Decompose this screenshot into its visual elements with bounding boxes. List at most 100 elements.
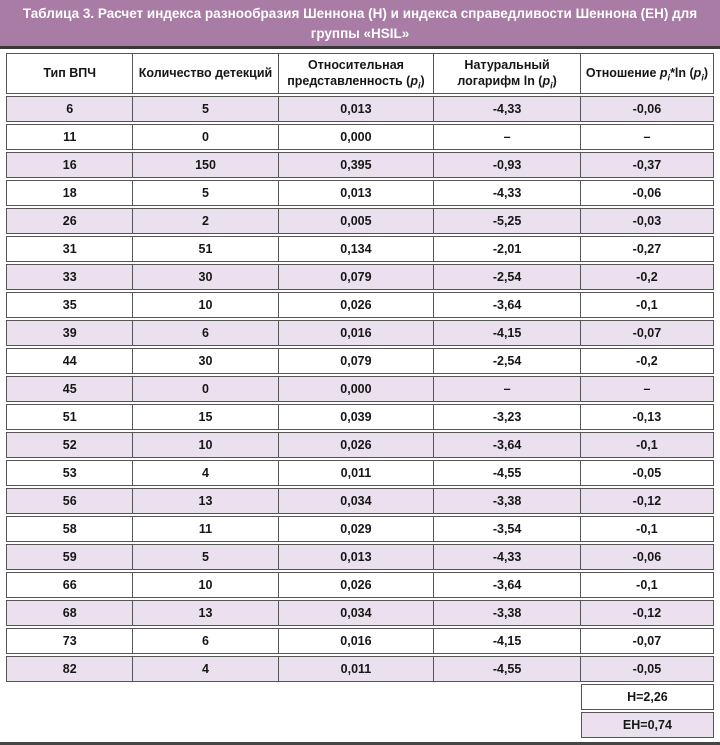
table-row: 33 30 0,079 -2,54 -0,2 (6, 264, 714, 291)
col-header-natural-log: Натуральный логарифм ln (pi) (434, 53, 581, 95)
col-header-detections: Количество детекций (133, 53, 279, 95)
cell-ratio: -0,06 (580, 180, 714, 207)
cell-ratio: -0,12 (580, 600, 714, 627)
cell-detections: 0 (133, 124, 279, 151)
cell-hpv-type: 39 (6, 320, 134, 347)
cell-natural-log: – (434, 376, 581, 403)
cell-ratio: -0,37 (580, 152, 714, 179)
cell-relative-abundance: 0,005 (278, 208, 435, 235)
cell-detections: 15 (133, 404, 279, 431)
cell-natural-log: -3,38 (434, 488, 581, 515)
cell-detections: 5 (133, 544, 279, 571)
col-header-relative-abundance: Относительная представленность (pi) (278, 53, 435, 95)
cell-detections: 4 (133, 656, 279, 683)
cell-hpv-type: 58 (6, 516, 134, 543)
cell-hpv-type: 59 (6, 544, 134, 571)
table-row: 18 5 0,013 -4,33 -0,06 (6, 180, 714, 207)
cell-hpv-type: 53 (6, 460, 134, 487)
table-body: 6 5 0,013 -4,33 -0,06 11 0 0,000– –16 150 0,395 -0,… (6, 96, 714, 683)
cell-ratio: -0,27 (580, 236, 714, 263)
cell-relative-abundance: 0,034 (278, 488, 435, 515)
cell-relative-abundance: 0,039 (278, 404, 435, 431)
cell-natural-log: -4,55 (434, 656, 581, 683)
cell-hpv-type: 44 (6, 348, 134, 375)
cell-relative-abundance: 0,000 (278, 376, 435, 403)
cell-natural-log: -2,54 (434, 348, 581, 375)
cell-hpv-type: 31 (6, 236, 134, 263)
cell-ratio: -0,05 (580, 460, 714, 487)
cell-detections: 10 (133, 292, 279, 319)
cell-relative-abundance: 0,013 (278, 96, 435, 123)
cell-relative-abundance: 0,011 (278, 460, 435, 487)
cell-natural-log: -3,64 (434, 292, 581, 319)
cell-hpv-type: 16 (6, 152, 134, 179)
cell-natural-log: -4,15 (434, 320, 581, 347)
header-row: Тип ВПЧ Количество детекций Относительна… (6, 53, 714, 95)
cell-hpv-type: 68 (6, 600, 134, 627)
cell-detections: 150 (133, 152, 279, 179)
summary-h-value: H=2,26 (580, 684, 714, 711)
table-row: 59 5 0,013 -4,33 -0,06 (6, 544, 714, 571)
cell-detections: 13 (133, 600, 279, 627)
table-row: 26 2 0,005 -5,25 -0,03 (6, 208, 714, 235)
summary-empty-cell (6, 712, 581, 739)
cell-ratio: -0,1 (580, 516, 714, 543)
cell-natural-log: -2,01 (434, 236, 581, 263)
cell-natural-log: -3,38 (434, 600, 581, 627)
cell-natural-log: -4,15 (434, 628, 581, 655)
cell-hpv-type: 45 (6, 376, 134, 403)
summary-row-eh: EH=0,74 (6, 712, 714, 739)
cell-ratio: -0,1 (580, 432, 714, 459)
cell-natural-log: -5,25 (434, 208, 581, 235)
cell-hpv-type: 51 (6, 404, 134, 431)
table-row: 39 6 0,016 -4,15 -0,07 (6, 320, 714, 347)
title-line-2: группы «HSIL» (310, 25, 410, 41)
cell-hpv-type: 6 (6, 96, 134, 123)
cell-natural-log: -3,64 (434, 432, 581, 459)
cell-ratio: – (580, 124, 714, 151)
cell-relative-abundance: 0,395 (278, 152, 435, 179)
cell-detections: 30 (133, 348, 279, 375)
cell-relative-abundance: 0,016 (278, 320, 435, 347)
cell-detections: 6 (133, 628, 279, 655)
table-row: 6 5 0,013 -4,33 -0,06 (6, 96, 714, 123)
cell-natural-log: -3,54 (434, 516, 581, 543)
cell-natural-log: -0,93 (434, 152, 581, 179)
cell-ratio: -0,2 (580, 264, 714, 291)
cell-detections: 51 (133, 236, 279, 263)
cell-relative-abundance: 0,034 (278, 600, 435, 627)
cell-relative-abundance: 0,000 (278, 124, 435, 151)
table-row: 53 4 0,011 -4,55 -0,05 (6, 460, 714, 487)
cell-relative-abundance: 0,029 (278, 516, 435, 543)
cell-detections: 11 (133, 516, 279, 543)
table-title-band: Таблица 3. Расчет индекса разнообразия Ш… (0, 0, 720, 50)
cell-ratio: – (580, 376, 714, 403)
cell-ratio: -0,03 (580, 208, 714, 235)
table-row: 68 13 0,034 -3,38 -0,12 (6, 600, 714, 627)
cell-hpv-type: 73 (6, 628, 134, 655)
cell-ratio: -0,1 (580, 572, 714, 599)
cell-ratio: -0,2 (580, 348, 714, 375)
cell-relative-abundance: 0,016 (278, 628, 435, 655)
table-row: 82 4 0,011 -4,55 -0,05 (6, 656, 714, 683)
cell-ratio: -0,1 (580, 292, 714, 319)
table-row: 35 10 0,026 -3,64 -0,1 (6, 292, 714, 319)
table-row: 44 30 0,079 -2,54 -0,2 (6, 348, 714, 375)
table-row: 51 15 0,039 -3,23 -0,13 (6, 404, 714, 431)
cell-relative-abundance: 0,079 (278, 264, 435, 291)
cell-ratio: -0,07 (580, 320, 714, 347)
cell-detections: 6 (133, 320, 279, 347)
cell-detections: 4 (133, 460, 279, 487)
cell-ratio: -0,12 (580, 488, 714, 515)
col-header-detections-label: Количество детекций (138, 65, 273, 80)
cell-detections: 0 (133, 376, 279, 403)
table-row: 52 10 0,026 -3,64 -0,1 (6, 432, 714, 459)
cell-hpv-type: 26 (6, 208, 134, 235)
title-line-1: Таблица 3. Расчет индекса разнообразия Ш… (22, 6, 698, 21)
table-row: 45 0 0,000– – (6, 376, 714, 403)
cell-hpv-type: 56 (6, 488, 134, 515)
cell-detections: 30 (133, 264, 279, 291)
cell-ratio: -0,07 (580, 628, 714, 655)
cell-natural-log: -4,33 (434, 544, 581, 571)
